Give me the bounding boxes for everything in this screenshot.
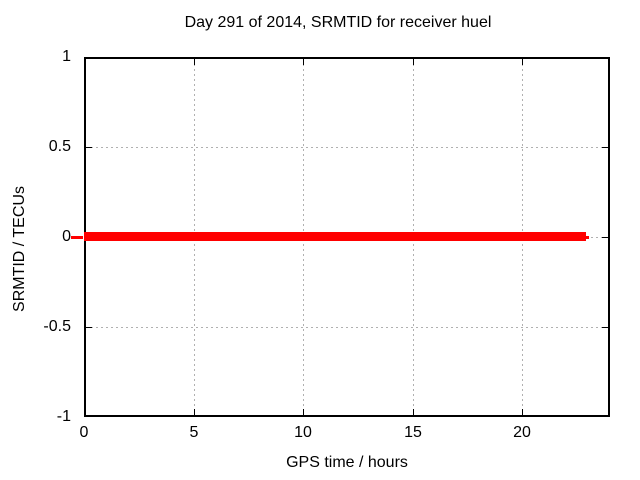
x-tick-label: 0 — [79, 424, 89, 441]
y-tick-label: 0.5 — [48, 138, 71, 155]
y-tick-label: 0 — [62, 228, 71, 245]
x-tick-top — [413, 59, 414, 65]
x-tick-top — [194, 59, 195, 65]
x-tick-top — [522, 59, 523, 65]
y-tick-right — [602, 327, 608, 328]
y-gridline — [86, 327, 608, 328]
y-gridline — [86, 147, 608, 148]
y-tick-label: -1 — [56, 408, 71, 425]
x-tick-bottom — [194, 409, 195, 415]
x-tick-label: 10 — [294, 424, 312, 441]
x-tick-bottom — [522, 409, 523, 415]
chart-title: Day 291 of 2014, SRMTID for receiver hue… — [184, 14, 492, 31]
y-tick-right — [602, 237, 608, 238]
data-series-end-cap — [586, 236, 589, 239]
y-tick-right — [602, 147, 608, 148]
x-tick-bottom — [413, 409, 414, 415]
y-axis-label: SRMTID / TECUs — [11, 186, 28, 312]
y-tick-left — [86, 147, 92, 148]
data-series-left-mark — [71, 236, 83, 239]
x-tick-label: 5 — [189, 424, 199, 441]
x-tick-label: 15 — [404, 424, 422, 441]
y-tick-label: 1 — [62, 48, 71, 65]
y-tick-left — [86, 327, 92, 328]
data-series-line — [84, 232, 586, 241]
x-tick-bottom — [303, 409, 304, 415]
y-tick-label: -0.5 — [43, 318, 71, 335]
x-tick-top — [303, 59, 304, 65]
x-tick-label: 20 — [513, 424, 531, 441]
x-axis-label: GPS time / hours — [286, 454, 408, 471]
